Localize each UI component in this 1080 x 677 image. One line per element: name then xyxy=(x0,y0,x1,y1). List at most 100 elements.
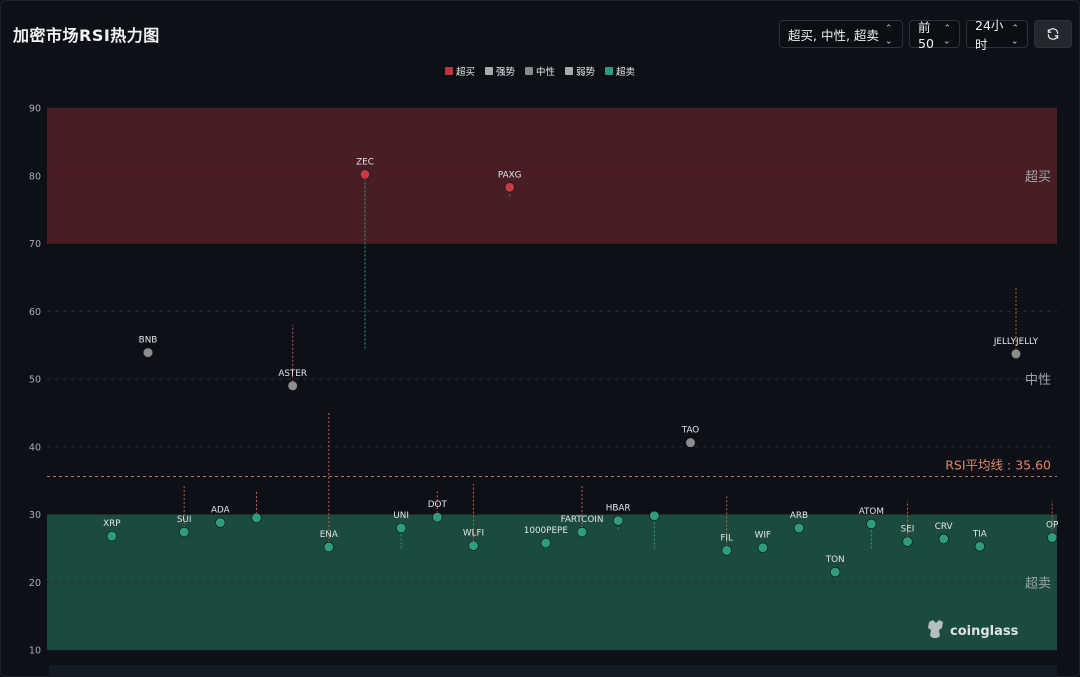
data-point xyxy=(1047,532,1058,543)
point-group: ADA xyxy=(211,506,230,528)
point-label: ATOM xyxy=(859,507,884,517)
point-label: 1000PEPE xyxy=(524,526,568,536)
coinglass-watermark: coinglass xyxy=(928,620,1019,639)
point-label: SEI xyxy=(901,525,915,535)
zone-label: 超买 xyxy=(1025,170,1051,185)
data-point xyxy=(251,512,262,523)
y-tick-label: 40 xyxy=(29,442,41,453)
point-group: ATOM xyxy=(859,507,884,549)
point-group: FIL xyxy=(720,494,733,556)
chart-legend: 超买 强势 中性 弱势 超卖 xyxy=(0,64,1080,78)
page-title: 加密市场RSI热力图 xyxy=(13,26,160,45)
legend-label: 弱势 xyxy=(576,67,596,78)
data-point xyxy=(359,169,371,180)
watermark-text: coinglass xyxy=(950,624,1019,639)
top-count-value: 前50 xyxy=(918,20,934,51)
category-filter-value: 超买, 中性, 超卖 xyxy=(788,27,879,43)
point-label: ADA xyxy=(211,506,230,516)
legend-label: 中性 xyxy=(535,67,555,78)
point-group: FARTCOIN xyxy=(561,484,604,538)
point-group: ARB xyxy=(790,511,808,534)
point-group: WLFI xyxy=(463,484,484,551)
point-group xyxy=(649,510,660,549)
coinglass-logo-icon xyxy=(928,620,943,638)
point-group xyxy=(251,490,262,523)
data-point xyxy=(1010,348,1022,360)
point-group: TAO xyxy=(681,426,700,448)
data-point xyxy=(432,512,443,523)
y-tick-label: 30 xyxy=(29,510,41,521)
data-point xyxy=(685,437,696,448)
point-label: ASTER xyxy=(278,369,307,379)
point-label: XRP xyxy=(103,519,120,529)
data-point xyxy=(793,522,805,534)
point-group: PAXG xyxy=(498,170,522,197)
point-label: TIA xyxy=(972,529,987,539)
point-label: UNI xyxy=(393,511,409,521)
point-label: TAO xyxy=(681,426,700,436)
legend-item-oversold[interactable]: 超卖 xyxy=(605,64,635,78)
toolbar: 超买, 中性, 超卖 ⌃ ⌃ 前50 ⌃ ⌃ 24小时 ⌃ ⌃ xyxy=(779,18,1072,52)
data-point xyxy=(540,537,551,549)
point-group: SEI xyxy=(901,500,915,547)
data-point xyxy=(179,527,190,538)
y-tick-label: 20 xyxy=(29,578,41,589)
legend-item-weak[interactable]: 弱势 xyxy=(565,64,595,78)
point-label: FARTCOIN xyxy=(561,515,604,525)
point-group: HBAR xyxy=(606,504,631,530)
y-tick-label: 50 xyxy=(29,375,41,386)
data-point xyxy=(649,510,660,521)
point-group: ENA xyxy=(320,412,338,553)
legend-label: 超卖 xyxy=(616,67,636,78)
data-point xyxy=(287,380,298,391)
point-group: BNB xyxy=(139,336,158,358)
zone-label: 中性 xyxy=(1025,373,1051,388)
data-point xyxy=(142,347,154,358)
legend-item-overbought[interactable]: 超买 xyxy=(444,64,475,78)
point-group: DOT xyxy=(428,490,448,523)
point-group: XRP xyxy=(103,519,121,542)
legend-label: 强势 xyxy=(495,67,515,78)
top-count-select[interactable]: 前50 ⌃ ⌃ xyxy=(909,20,960,51)
data-point xyxy=(974,541,985,552)
legend-swatch xyxy=(605,67,614,75)
y-tick-label: 70 xyxy=(29,239,41,250)
point-label: OP xyxy=(1046,521,1058,531)
point-label: BNB xyxy=(139,336,158,346)
point-label: JELLYJELLY xyxy=(993,337,1039,347)
y-tick-label: 90 xyxy=(29,104,41,115)
point-group: UNI xyxy=(393,511,409,549)
category-filter-select[interactable]: 超买, 中性, 超卖 ⌃ ⌃ xyxy=(779,20,903,48)
data-point xyxy=(902,536,913,547)
point-group: ASTER xyxy=(278,324,307,391)
y-tick-label: 10 xyxy=(29,646,41,657)
legend-item-strong[interactable]: 强势 xyxy=(484,64,515,78)
point-label: ENA xyxy=(320,530,338,540)
legend-item-neutral[interactable]: 中性 xyxy=(524,64,555,78)
point-label: DOT xyxy=(428,500,448,510)
point-group: SUI xyxy=(177,484,191,538)
chevron-updown-icon: ⌃ ⌃ xyxy=(884,24,893,45)
horizontal-scrollbar[interactable] xyxy=(49,665,1057,677)
point-label: CRV xyxy=(935,522,953,532)
point-group: WIF xyxy=(755,531,771,553)
point-label: PAXG xyxy=(498,170,522,180)
refresh-button[interactable] xyxy=(1034,20,1072,48)
legend-swatch xyxy=(565,67,573,75)
period-value: 24小时 xyxy=(975,18,1004,52)
point-group: ZEC xyxy=(356,157,374,349)
point-group: TON xyxy=(825,555,845,578)
data-point xyxy=(576,527,588,538)
point-label: ARB xyxy=(790,511,808,521)
point-group: TIA xyxy=(972,529,987,552)
point-label: HBAR xyxy=(606,504,631,514)
data-point xyxy=(757,542,768,553)
data-point xyxy=(613,515,624,526)
period-select[interactable]: 24小时 ⌃ ⌃ xyxy=(966,18,1028,52)
data-point xyxy=(396,522,407,534)
data-point xyxy=(866,518,877,530)
data-point xyxy=(106,531,117,542)
point-group: 1000PEPE xyxy=(524,526,568,549)
zone-label: 超卖 xyxy=(1025,576,1051,591)
